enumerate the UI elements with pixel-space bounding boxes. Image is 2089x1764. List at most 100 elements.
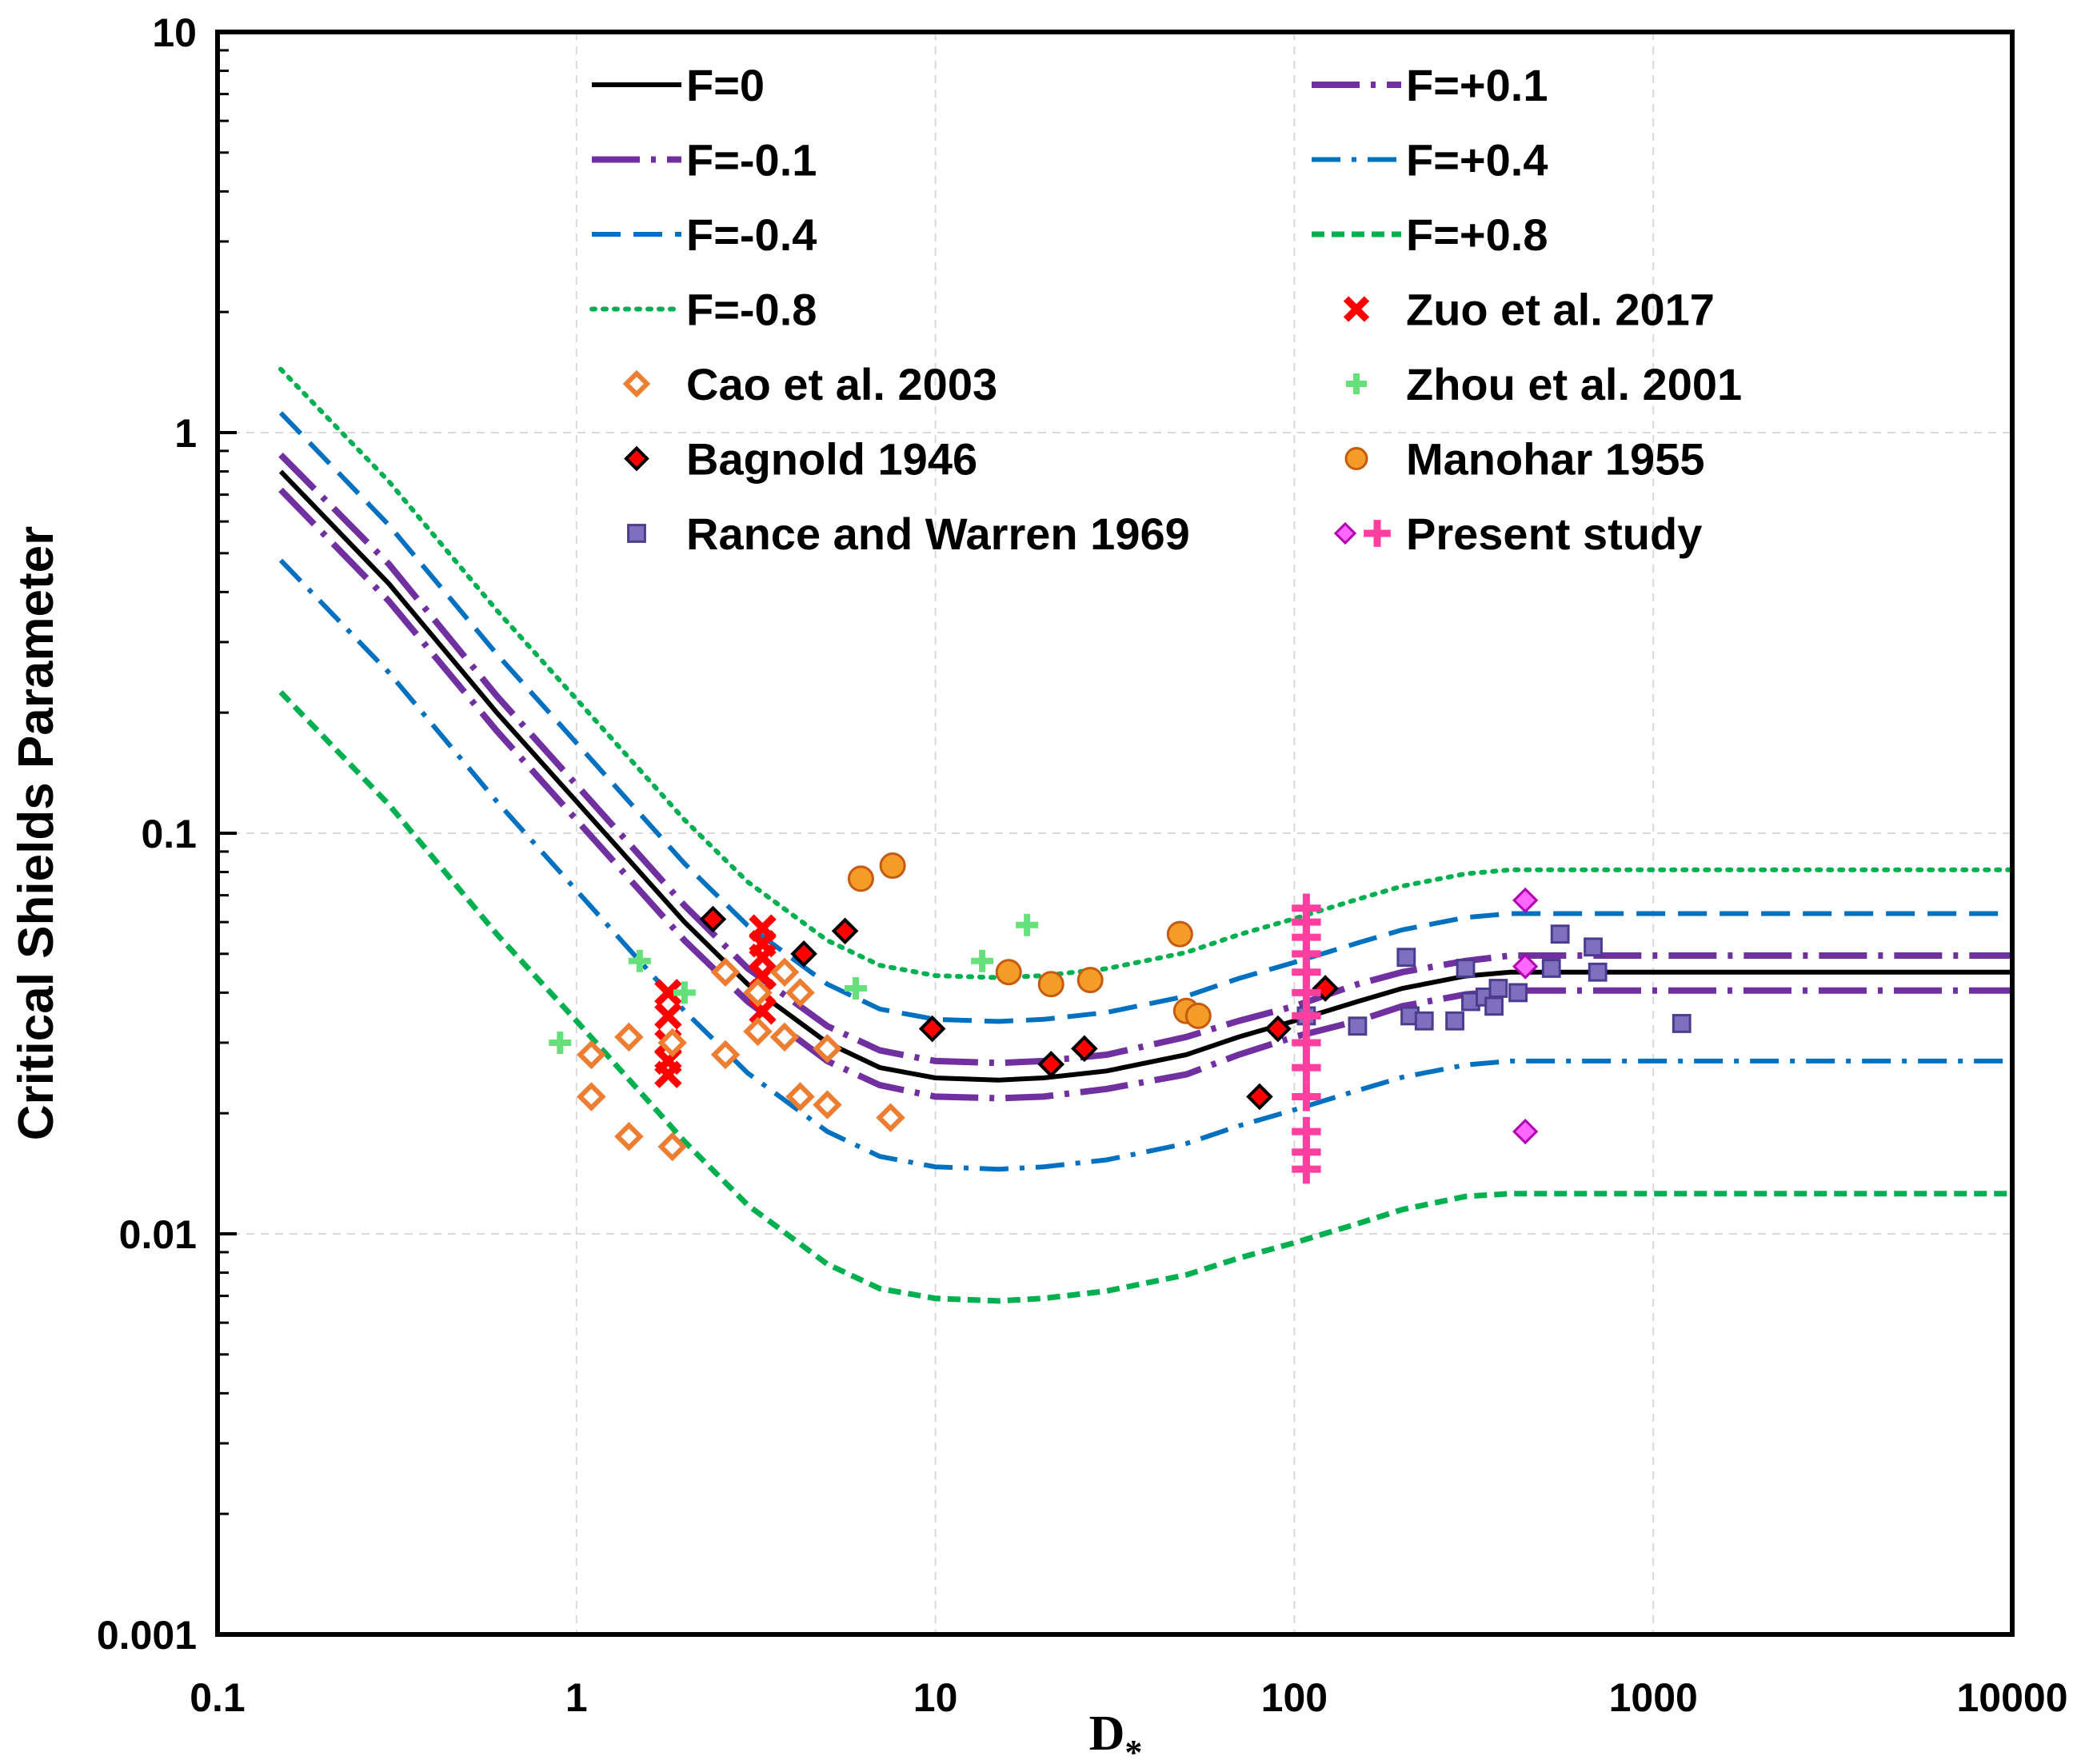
legend-item-bagnold-1946: Bagnold 1946 xyxy=(624,434,977,485)
data-point-present-study xyxy=(1292,1082,1321,1111)
x-axis-label-main: D xyxy=(1089,1706,1125,1761)
legend-item-f-0-1: F=+0.1 xyxy=(1312,60,1548,110)
data-point-rance-and-warren-1969 xyxy=(1484,996,1504,1016)
series-points xyxy=(549,852,1692,1184)
legend-swatch-cao-et-al-2003 xyxy=(622,369,651,398)
data-point-present-study xyxy=(1512,953,1539,980)
legend-label-f-0-4: F=-0.4 xyxy=(686,210,817,260)
data-point-cao-et-al-2003 xyxy=(577,1082,606,1111)
x-tick-label: 1 xyxy=(565,1675,588,1720)
x-tick-label: 10 xyxy=(913,1675,958,1720)
data-point-present-study xyxy=(1512,1118,1539,1145)
legend-swatch-bagnold-1946 xyxy=(624,445,649,472)
series-lines xyxy=(278,366,2015,1304)
data-point-bagnold-1946 xyxy=(1071,1035,1098,1063)
y-tick-label: 10 xyxy=(152,10,197,55)
data-point-zhou-et-al-2001 xyxy=(971,949,994,972)
data-point-cao-et-al-2003 xyxy=(785,1082,815,1111)
x-tick-label: 0.1 xyxy=(190,1675,246,1720)
data-point-rance-and-warren-1969 xyxy=(1672,1014,1692,1033)
data-point-cao-et-al-2003 xyxy=(813,1034,842,1064)
legend-label-f-0: F=0 xyxy=(686,60,765,110)
data-point-bagnold-1946 xyxy=(918,1015,946,1043)
data-point-zuo-et-al-2017-stroke xyxy=(654,979,682,1007)
legend-item-f-0-8: F=-0.8 xyxy=(589,285,817,335)
data-point-manohar-1955 xyxy=(995,959,1022,986)
data-point-zuo-et-al-2017 xyxy=(654,1002,682,1030)
legend-item-f-0-4: F=+0.4 xyxy=(1312,135,1548,186)
data-point-zhou-et-al-2001 xyxy=(845,976,868,1000)
axis-ticks xyxy=(218,30,237,1636)
data-point-cao-et-al-2003 xyxy=(743,978,773,1008)
data-point-cao-et-al-2003 xyxy=(577,1040,606,1070)
legend-swatch-manohar-1955 xyxy=(1344,447,1368,470)
data-point-cao-et-al-2003 xyxy=(769,957,800,987)
data-point-zuo-et-al-2017 xyxy=(654,979,682,1007)
x-axis-label-subscript: * xyxy=(1124,1733,1142,1764)
grid xyxy=(218,32,2012,1634)
x-tick-label: 1000 xyxy=(1609,1675,1698,1720)
data-point-rance-and-warren-1969 xyxy=(1348,1016,1368,1036)
data-point-cao-et-al-2003 xyxy=(614,1022,644,1052)
data-point-rance-and-warren-1969 xyxy=(1508,983,1528,1003)
legend-label-zuo-et-al-2017: Zuo et al. 2017 xyxy=(1406,285,1715,335)
legend-item-f-0: F=0 xyxy=(592,60,765,110)
legend-label-f-0-8: F=+0.8 xyxy=(1406,210,1548,260)
data-point-zuo-et-al-2017 xyxy=(654,1060,682,1088)
legend-item-zhou-et-al-2001: Zhou et al. 2001 xyxy=(1346,359,1742,409)
legend-item-f-0-4: F=-0.4 xyxy=(592,210,817,260)
data-point-cao-et-al-2003 xyxy=(876,1103,905,1132)
data-point-rance-and-warren-1969 xyxy=(1541,959,1561,978)
series-points-rance-and-warren-1969 xyxy=(1296,924,1692,1036)
legend-label-rance-and-warren-1969: Rance and Warren 1969 xyxy=(686,509,1190,559)
legend-label-manohar-1955: Manohar 1955 xyxy=(1406,434,1705,485)
legend-label-f-0-4: F=+0.4 xyxy=(1406,135,1548,186)
legend-swatch-zuo-et-al-2017-stroke xyxy=(1343,296,1370,322)
data-point-manohar-1955 xyxy=(879,852,906,880)
series-line-f-0-1 xyxy=(278,452,2012,1067)
data-point-rance-and-warren-1969 xyxy=(1456,959,1476,978)
data-point-zuo-et-al-2017-stroke xyxy=(654,1060,682,1088)
x-tick-label: 10000 xyxy=(1956,1675,2067,1720)
legend-item-f-0-1: F=-0.1 xyxy=(592,135,817,186)
legend-swatch-zuo-et-al-2017 xyxy=(1343,296,1370,322)
data-point-rance-and-warren-1969 xyxy=(1550,924,1570,944)
legend-label-zhou-et-al-2001: Zhou et al. 2001 xyxy=(1406,359,1742,409)
data-point-cao-et-al-2003 xyxy=(657,1131,687,1162)
series-points-bagnold-1946 xyxy=(699,905,1339,1111)
data-point-cao-et-al-2003 xyxy=(614,1121,644,1151)
legend-label-present-study: Present study xyxy=(1406,509,1702,559)
series-points-cao-et-al-2003 xyxy=(577,957,905,1162)
data-point-rance-and-warren-1969 xyxy=(1396,948,1416,968)
legend-swatch-rance-and-warren-1969 xyxy=(627,524,646,543)
series-line-f-0 xyxy=(278,469,2012,1083)
legend-item-rance-and-warren-1969: Rance and Warren 1969 xyxy=(627,509,1190,559)
data-point-zhou-et-al-2001 xyxy=(673,981,696,1004)
series-line-f-0-8 xyxy=(278,690,2012,1304)
data-point-manohar-1955 xyxy=(1166,920,1193,948)
data-point-rance-and-warren-1969 xyxy=(1584,937,1603,957)
y-tick-label: 0.01 xyxy=(119,1212,197,1257)
data-point-bagnold-1946 xyxy=(1264,1015,1292,1043)
data-point-present-study xyxy=(1292,1028,1321,1058)
legend-label-f-0-1: F=+0.1 xyxy=(1406,60,1548,110)
data-point-cao-et-al-2003 xyxy=(769,1022,800,1052)
series-points-zhou-et-al-2001 xyxy=(549,913,1039,1054)
data-point-present-study xyxy=(1292,1154,1321,1184)
data-point-bagnold-1946 xyxy=(790,940,817,968)
data-point-cao-et-al-2003 xyxy=(743,1016,773,1047)
data-point-cao-et-al-2003 xyxy=(785,978,815,1008)
x-axis-label: D* xyxy=(1089,1706,1143,1764)
legend-label-bagnold-1946: Bagnold 1946 xyxy=(686,434,977,485)
legend-label-f-0-8: F=-0.8 xyxy=(686,285,817,335)
y-tick-labels: 10 1 0.1 0.01 0.001 xyxy=(97,10,197,1658)
data-point-present-study xyxy=(1292,1001,1321,1031)
data-point-zuo-et-al-2017-stroke xyxy=(749,997,777,1025)
legend-item-present-study: Present study xyxy=(1333,509,1702,559)
data-point-zhou-et-al-2001 xyxy=(628,949,651,972)
legend-item-cao-et-al-2003: Cao et al. 2003 xyxy=(622,359,997,409)
y-tick-label: 0.001 xyxy=(97,1613,197,1658)
data-point-cao-et-al-2003 xyxy=(657,1028,687,1058)
data-point-rance-and-warren-1969 xyxy=(1588,962,1608,982)
series-points-present-study xyxy=(1292,887,1539,1184)
